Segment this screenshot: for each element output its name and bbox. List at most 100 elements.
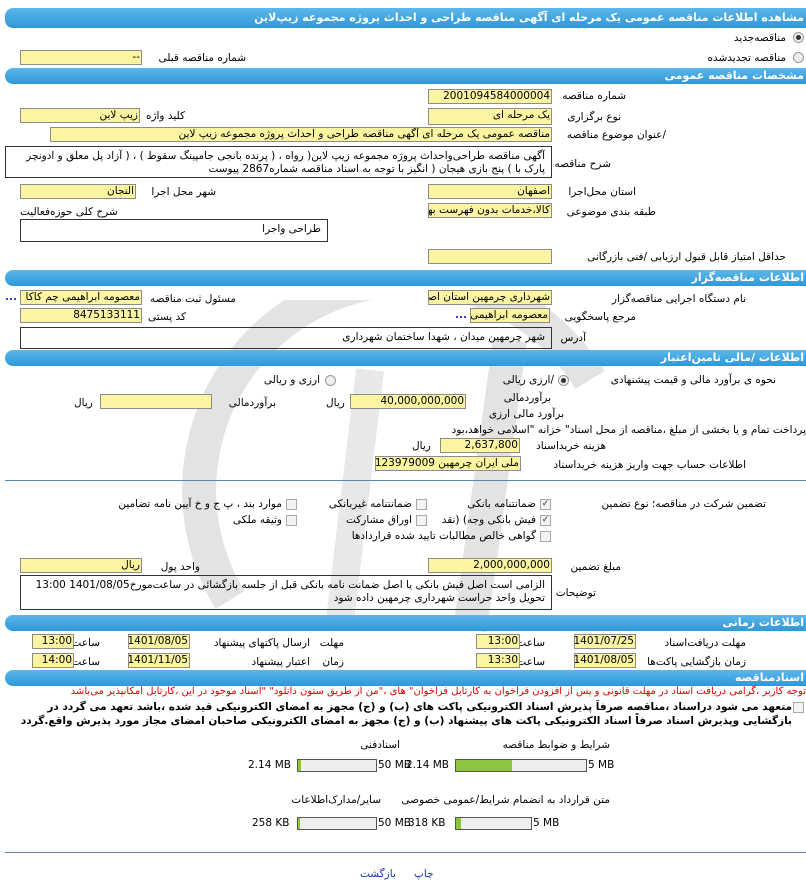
divider (5, 480, 806, 481)
property-collateral-label: وثیقه ملکی (232, 514, 282, 526)
commitment-checkbox[interactable] (793, 702, 804, 713)
category-label: طبقه بندی موضوعی (566, 206, 656, 218)
guarantee-amount-label: مبلغ تضمین (570, 561, 621, 573)
file-size-conditions[interactable]: 2.14 MB (406, 759, 449, 771)
divider (5, 852, 806, 853)
time-label: ساعت (516, 656, 545, 668)
holding-type-label: نوع برگزاری (567, 111, 621, 123)
estimate2-field[interactable] (100, 394, 212, 409)
checkbox-receivables-cert[interactable] (540, 531, 551, 542)
estimate-fx-label: برآورد مالی ارزی (488, 408, 564, 420)
validity-date[interactable]: 1401/11/05 (128, 653, 190, 668)
validity-time[interactable]: 14:00 (32, 653, 74, 668)
time-label: ساعت (71, 637, 100, 649)
progress-technical (297, 759, 377, 772)
time-label: ساعت (71, 656, 100, 668)
nonbank-guarantee-label: ضمانتنامه غیربانکی (328, 498, 412, 510)
submit-deadline-time[interactable]: 13:00 (32, 634, 74, 649)
currency-unit-field[interactable]: ریال (20, 558, 142, 573)
section-documents: اسنادمناقصه (5, 670, 806, 686)
progress-contract (455, 817, 532, 830)
min-score-label: حداقل امتیاز قابل قبول ارزیابی /فنی بازر… (587, 251, 786, 263)
opening-date[interactable]: 1401/08/05 (574, 653, 636, 668)
submit-deadline-label-2: ارسال پاکتهای پیشنهاد (213, 637, 310, 649)
section-organizer: اطلاعات مناقصه‌گزار (5, 270, 806, 286)
doc-deadline-date[interactable]: 1401/07/25 (574, 634, 636, 649)
file-max-other: 50 MB (378, 817, 411, 829)
guarantee-amount-field[interactable]: 2,000,000,000 (428, 558, 552, 573)
checkbox-bank-guarantee[interactable]: ✓ (540, 499, 551, 510)
time-label: ساعت (516, 637, 545, 649)
rial-option-label: /ارزی ریالی (502, 374, 554, 386)
submit-deadline-date[interactable]: 1401/08/05 (128, 634, 190, 649)
reference-field[interactable]: معصومه ابراهیمی (470, 308, 550, 323)
radio-rial[interactable] (558, 375, 569, 386)
checkbox-bonds[interactable] (416, 515, 427, 526)
progress-fill (298, 818, 301, 829)
prev-number-field[interactable]: -- (20, 50, 142, 65)
doc-fee-field[interactable]: 2,637,800 (440, 438, 520, 453)
registrar-label: مسئول ثبت مناقصه (149, 293, 236, 305)
province-label: استان محل‌اجرا (568, 186, 636, 198)
bank-guarantee-label: ضمانتنامه بانکی (467, 498, 536, 510)
registrar-more-button[interactable]: ... (5, 291, 17, 303)
doc-fee-label: هزینه خریداسناد (536, 440, 606, 452)
progress-fill (456, 818, 461, 829)
keyword-field[interactable]: زیپ لاین (20, 108, 140, 123)
city-field[interactable]: النجان (20, 184, 136, 199)
postal-field[interactable]: 8475133111 (20, 308, 142, 323)
checkbox-nonbank-guarantee[interactable] (416, 499, 427, 510)
opening-time[interactable]: 13:30 (476, 653, 520, 668)
new-tender-label: مناقصه‌جدید (733, 32, 786, 44)
description-box: آگهی مناقصه طراحی‌واحداث پروژه مجموعه زی… (5, 146, 552, 178)
file-label-other: سایر/مدارک‌اطلاعات (291, 794, 381, 806)
guarantee-type-label: تضمین شرکت در مناقصه؛ نوع تضمین (601, 498, 766, 510)
doc-fee-currency: ریال (412, 440, 431, 452)
address-label: آدرس (560, 332, 586, 344)
file-size-contract[interactable]: 318 KB (408, 817, 446, 829)
notes-box: الزامی است اصل فیش بانکی یا اصل ضمانت نا… (20, 575, 552, 610)
tender-number-field[interactable]: 2001094584000004 (428, 89, 552, 104)
registrar-field[interactable]: معصومه ابراهیمی چم کاکا (20, 290, 142, 305)
province-field[interactable]: اصفهان (428, 184, 552, 199)
account-field[interactable]: ملی ایران چرمهین 0108123979009 (375, 456, 521, 471)
category-field[interactable]: کالا،خدمات بدون فهرست بها (428, 203, 552, 218)
currency-unit-label: واحد پول (160, 561, 200, 573)
account-label: اطلاعات حساب جهت واریز هزینه خریداسناد (553, 459, 746, 471)
description-label: شرح مناقصه (554, 158, 611, 170)
file-size-technical[interactable]: 2.14 MB (248, 759, 291, 771)
min-score-field[interactable] (428, 249, 552, 264)
cash-receipt-label: فیش بانکی وجه) (نقد (441, 514, 536, 526)
file-size-other[interactable]: 258 KB (252, 817, 290, 829)
documents-warning: توجه کاربر ،گرامی دریافت اسناد در مهلت ق… (70, 686, 806, 697)
progress-fill (456, 760, 512, 771)
back-link[interactable]: بازگشت (360, 868, 396, 880)
opening-label: زمان بازگشایی پاکت‌ها (647, 656, 746, 668)
checkbox-cash-receipt[interactable]: ✓ (540, 515, 551, 526)
page-header: مشاهده اطلاعات مناقصه عمومی یک مرحله ای … (5, 8, 806, 28)
subject-field[interactable]: مناقصه عمومی یک مرحله ای آگهی مناقصه طرا… (50, 127, 552, 142)
renewed-tender-label: مناقصه تجدیدشده (707, 52, 786, 64)
estimate-currency: ریال (326, 397, 345, 409)
checkbox-property-collateral[interactable] (286, 515, 297, 526)
section-finance: اطلاعات /مالی تامین‌اعتبار (5, 350, 806, 366)
holding-type-field[interactable]: یک مرحله ای (428, 108, 552, 125)
bonds-label: اوراق مشارکت (345, 514, 412, 526)
validity-label: زمان (322, 656, 344, 668)
org-field[interactable]: شهرداری چرمهین استان اصفهان (428, 290, 552, 305)
radio-fx-rial[interactable] (325, 375, 336, 386)
checkbox-regulation-items[interactable] (286, 499, 297, 510)
doc-deadline-time[interactable]: 13:00 (476, 634, 520, 649)
section-timing: اطلاعات زمانی (5, 615, 806, 631)
notes-label: توضیحات (555, 587, 596, 599)
estimate-field[interactable]: 40,000,000,000 (350, 394, 466, 409)
keyword-label: کلید واژه (145, 110, 185, 122)
city-label: شهر محل اجرا (151, 186, 216, 198)
radio-renewed-tender[interactable] (793, 52, 804, 63)
estimate-label: برآوردمالی (503, 392, 551, 404)
radio-new-tender[interactable] (793, 32, 804, 43)
section-general: مشخصات مناقصه عمومی (5, 68, 806, 84)
print-link[interactable]: چاپ (414, 868, 434, 880)
submit-deadline-label: مهلت (319, 637, 344, 649)
reference-more-button[interactable]: ... (455, 309, 467, 321)
